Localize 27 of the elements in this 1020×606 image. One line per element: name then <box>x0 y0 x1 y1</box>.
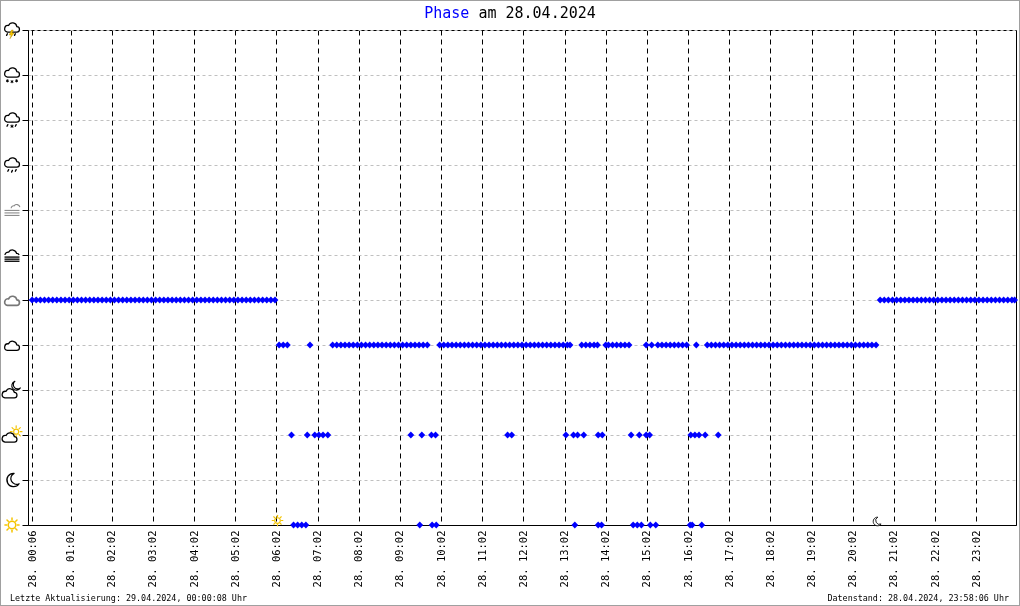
x-tick-label: 28. 03:02 <box>146 530 159 588</box>
x-tick-label: 28. 17:02 <box>722 530 735 588</box>
text: Datenstand: 28.04.2024, 23:58:06 Uhr <box>827 593 1009 603</box>
x-tick-label: 28. 01:02 <box>64 530 77 588</box>
x-tick-label: 28. 14:02 <box>599 530 612 588</box>
x-tick-label: 28. 10:02 <box>434 530 447 588</box>
x-tick-label: 28. 02:02 <box>105 530 118 588</box>
x-tick-label: 28. 19:02 <box>805 530 818 588</box>
x-tick-label: 28. 22:02 <box>928 530 941 588</box>
x-tick-label: 28. 15:02 <box>640 530 653 588</box>
x-tick-label: 28. 08:02 <box>352 530 365 588</box>
x-tick-label: 28. 12:02 <box>516 530 529 588</box>
x-tick-label: 28. 18:02 <box>763 530 776 588</box>
x-tick-label: 28. 04:02 <box>187 530 200 588</box>
x-tick-label: 28. 05:02 <box>228 530 241 588</box>
x-tick-label: 28. 11:02 <box>475 530 488 588</box>
x-tick-label: 28. 07:02 <box>311 530 324 588</box>
chart-title: Phase am 28.04.2024 <box>423 4 597 22</box>
x-tick-label: 28. 13:02 <box>558 530 571 588</box>
x-tick-label: 28. 00:06 <box>25 530 38 588</box>
x-tick-label: 28. 21:02 <box>887 530 900 588</box>
text: Letzte Aktualisierung: 29.04.2024, 00:00:08 Uhr <box>10 593 247 603</box>
x-tick-label: 28. 23:02 <box>969 530 982 588</box>
x-tick-label: 28. 06:02 <box>269 530 282 588</box>
x-tick-label: 28. 09:02 <box>393 530 406 588</box>
x-tick-label: 28. 20:02 <box>846 530 859 588</box>
x-tick-label: 28. 16:02 <box>681 530 694 588</box>
